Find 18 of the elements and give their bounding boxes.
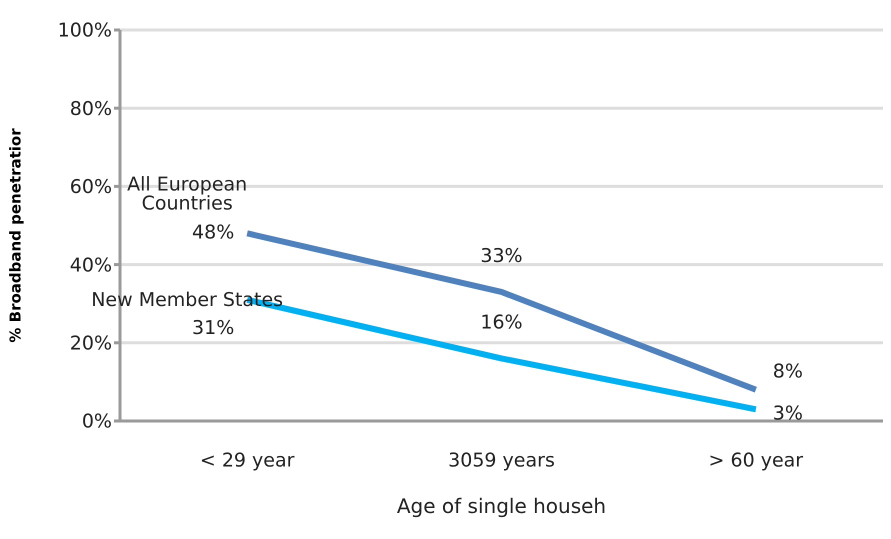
y-tick-label: 40% <box>70 254 112 276</box>
data-label: 31% <box>192 316 234 339</box>
y-tick-label: 20% <box>70 332 112 355</box>
data-label: 3% <box>772 402 803 424</box>
y-tick-label: 80% <box>70 98 112 120</box>
x-tick-label: 3059 years <box>448 449 555 472</box>
y-tick-label: 100% <box>58 20 112 42</box>
data-label: 8% <box>772 360 803 383</box>
data-label: 16% <box>480 311 523 334</box>
x-tick-label: > 60 year <box>708 449 804 472</box>
data-label: 48% <box>192 221 234 244</box>
series-label: All European Countries <box>127 173 248 214</box>
y-tick-label: 0% <box>82 410 112 433</box>
data-label: 33% <box>480 244 523 267</box>
y-tick-label: 60% <box>70 176 112 198</box>
x-tick-label: < 29 year <box>200 449 295 472</box>
x-axis-title: Age of single househ <box>396 494 606 518</box>
y-axis-title: % Broadband penetratior <box>6 128 24 343</box>
